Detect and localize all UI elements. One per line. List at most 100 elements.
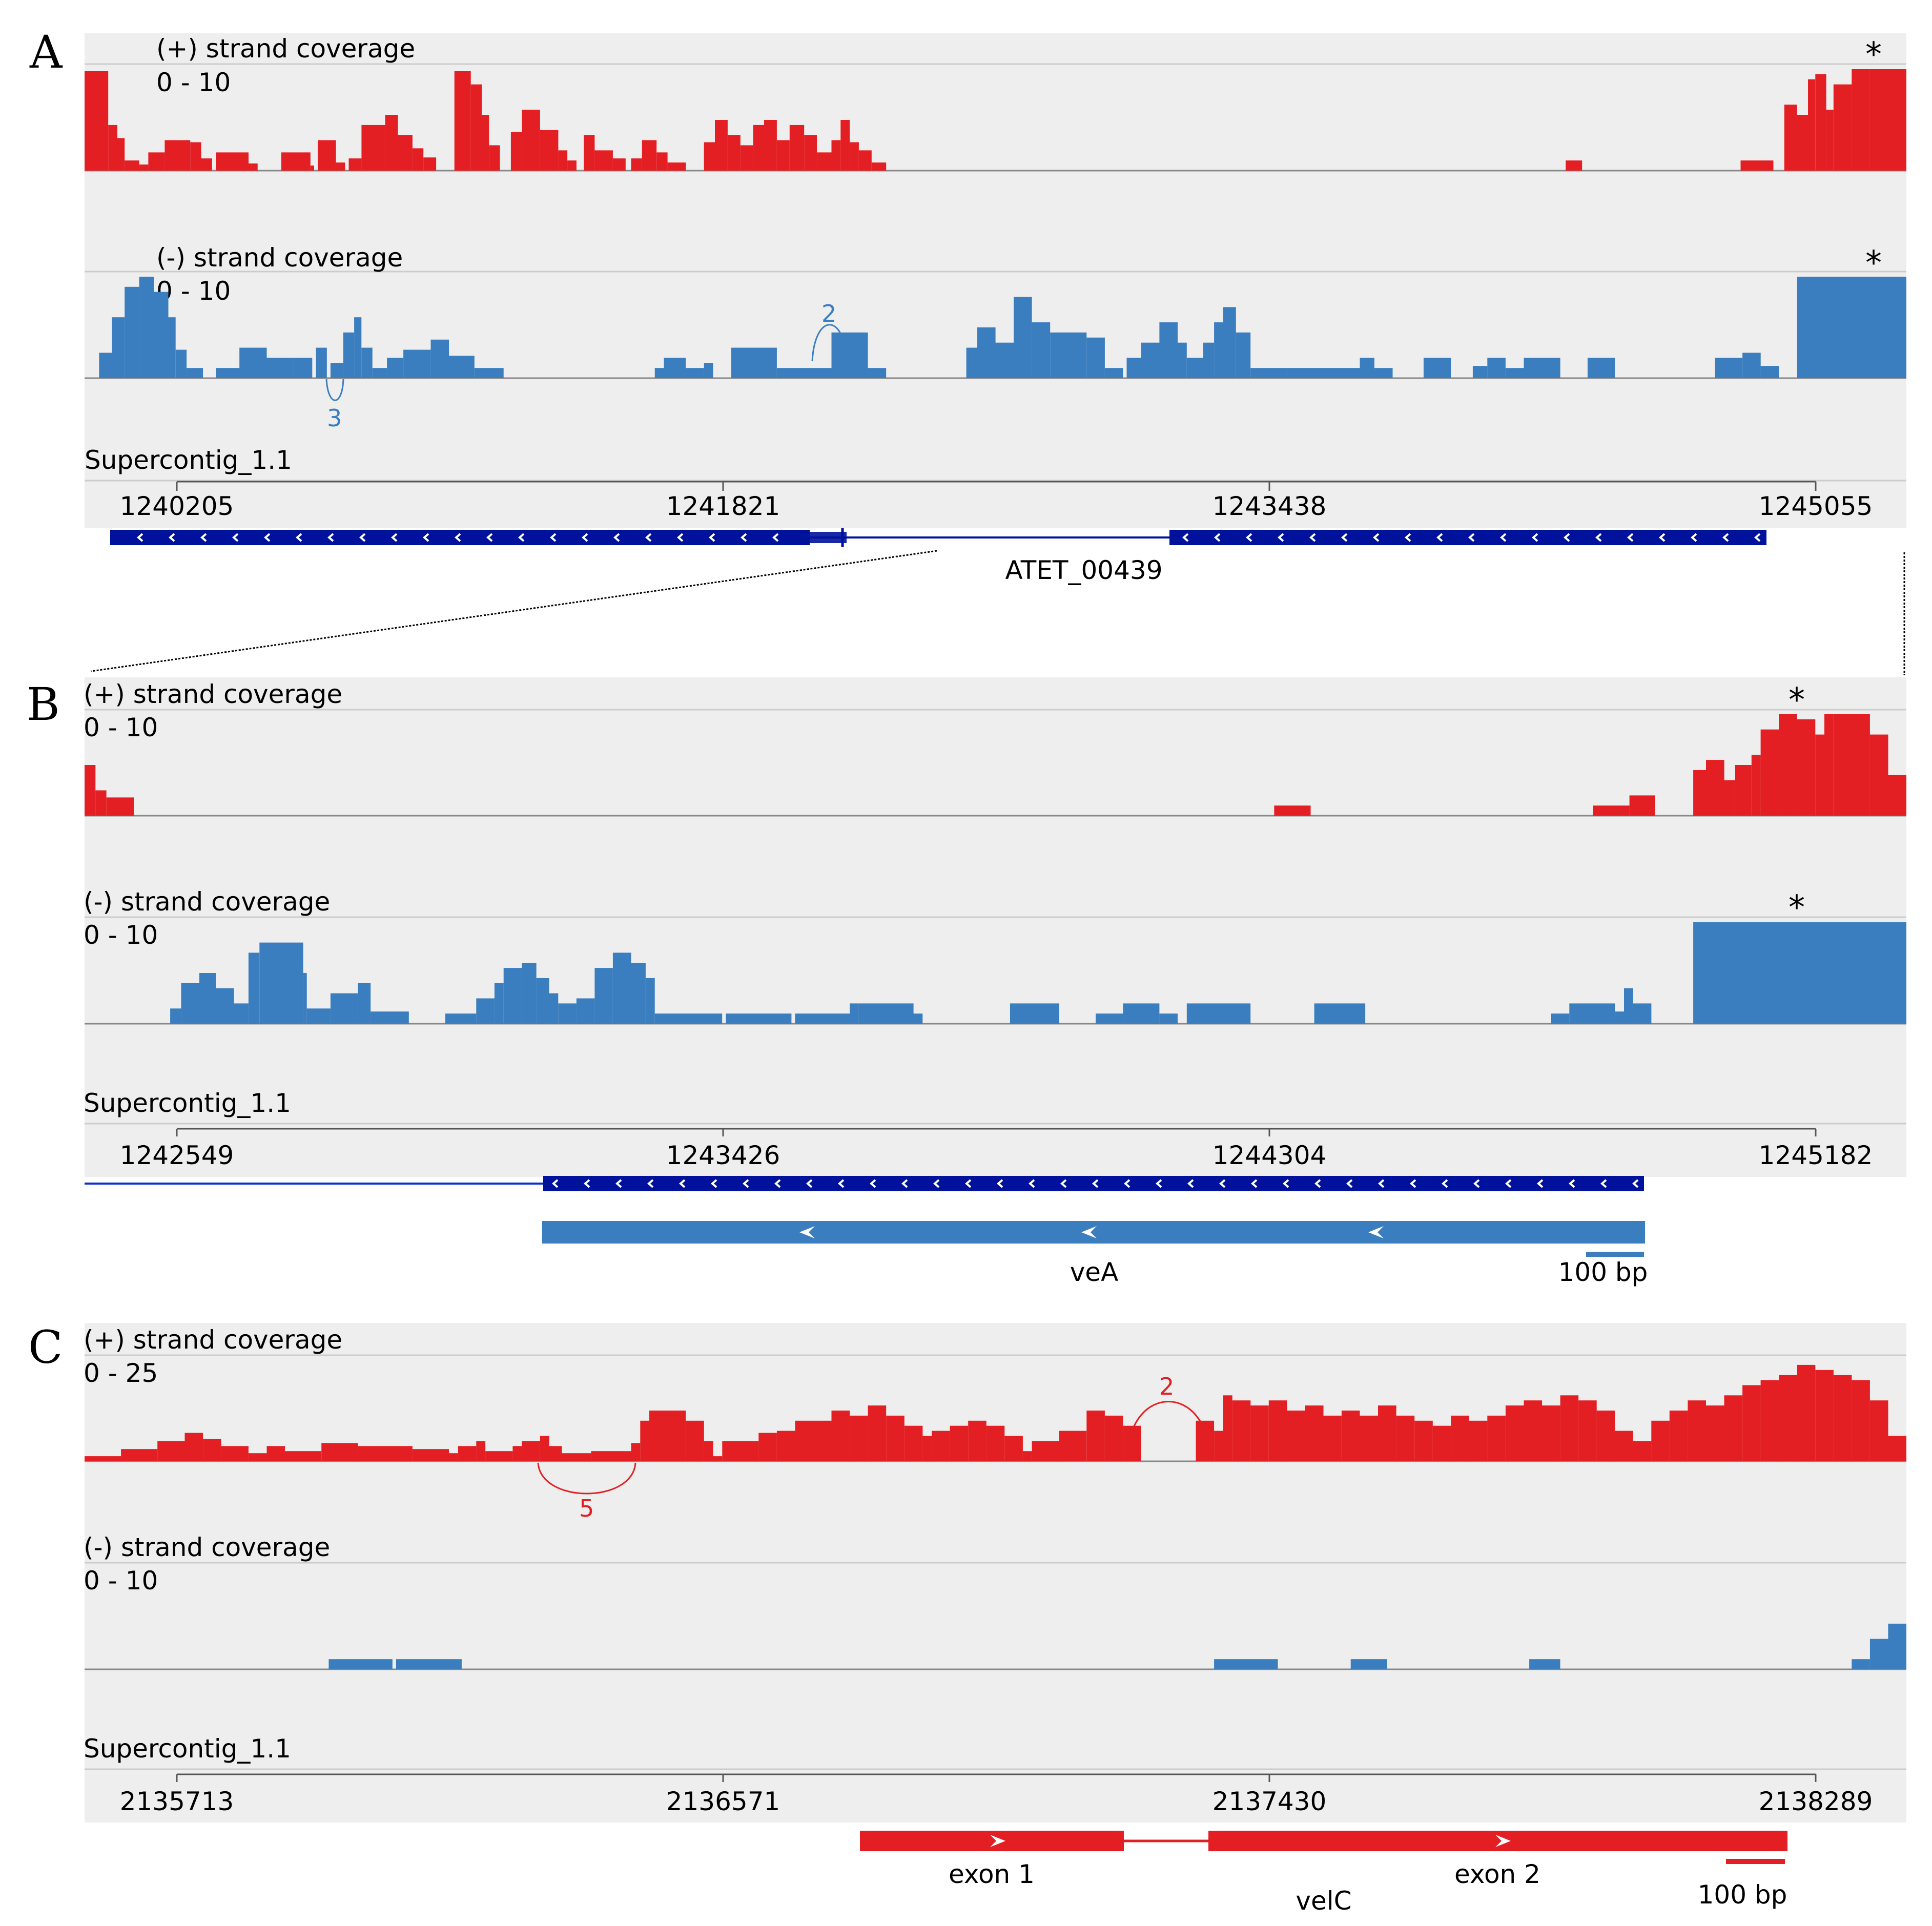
panel-a-plus-bar	[858, 150, 872, 171]
panel-b-minus-bar	[1569, 1003, 1615, 1024]
panel-a-exon-2-chevron	[1754, 533, 1761, 542]
panel-a-exon-1-chevron	[613, 533, 620, 542]
panel-c-plus-bar	[285, 1451, 322, 1461]
panel-a-exon-1-chevron	[390, 533, 398, 542]
panel-c-junction-label-5: 5	[579, 1495, 594, 1522]
panel-a-minus-bar	[977, 327, 996, 378]
panel-c-plus-bar	[1196, 1420, 1215, 1461]
panel-c-plus-bar	[1760, 1380, 1779, 1461]
panel-c-plus-bar	[221, 1446, 249, 1461]
panel-b-minus-bar	[612, 952, 631, 1024]
panel-c-plus-bar	[1287, 1411, 1305, 1461]
panel-b-scalebar-label: 100 bp	[1558, 1257, 1648, 1287]
panel-b-exon-chevron	[869, 1179, 876, 1188]
panel-b-minus-bar	[248, 952, 260, 1024]
panel-a-plus-bar	[1740, 160, 1774, 171]
panel-a-plus-bar	[510, 132, 522, 171]
panel-c-plus-bar	[1797, 1364, 1816, 1461]
panel-b-exon-chevron	[1536, 1179, 1544, 1188]
panel-b-minus-bar	[216, 988, 234, 1024]
panel-a-exon-2-chevron	[1468, 533, 1475, 542]
panel-a-minus-bar	[330, 363, 343, 378]
panel-a-minus-star: *	[1865, 244, 1882, 282]
panel-c-exon-1-label: exon 1	[949, 1859, 1035, 1889]
panel-a-plus-bar	[85, 71, 109, 171]
panel-b-exon-chevron	[1600, 1179, 1607, 1188]
panel-c-plus-bar	[1852, 1380, 1870, 1461]
panel-a-plus-bar	[1833, 84, 1852, 171]
panel-a-minus-bar	[112, 317, 125, 378]
panel-a-plus-bar	[850, 142, 859, 171]
panel-c-plus-coverage	[85, 1364, 1906, 1461]
panel-c-tick-label-4: 2138289	[1759, 1787, 1873, 1816]
panel-a-plus-bar	[148, 152, 165, 171]
panel-c-plus-bar	[1360, 1415, 1379, 1461]
panel-a-minus-bar	[1760, 366, 1779, 378]
panel-b-minus-bar	[536, 978, 549, 1024]
panel-b-minus-bar	[1615, 1011, 1624, 1024]
panel-c-plus-bar	[1633, 1441, 1652, 1461]
panel-b-minus-bar	[1693, 922, 1906, 1024]
panel-c-plus-bar	[1669, 1411, 1688, 1461]
panel-a-exon-2-chevron	[1245, 533, 1252, 542]
panel-b-exon-chevron	[837, 1179, 845, 1188]
panel-a-minus-bar	[868, 368, 887, 378]
panel-a-plus-bar	[740, 145, 753, 171]
panel-a-minus-bar	[266, 358, 294, 378]
panel-a-plus-bar	[789, 125, 805, 171]
panel-a-exon-1-chevron	[772, 533, 779, 542]
panel-b-minus-bar	[358, 983, 371, 1024]
panel-c-plus-bar	[758, 1433, 777, 1461]
panel-a-plus-bar	[817, 152, 832, 171]
panel-c-plus-bar	[649, 1411, 686, 1461]
panel-c-plus-bar	[1888, 1436, 1906, 1461]
panel-c-minus-bar	[1852, 1659, 1870, 1669]
panel-b-exon-chevron	[1632, 1179, 1639, 1188]
panel-a-minus-bar	[387, 358, 404, 378]
panel-a-plus-bar	[1797, 115, 1808, 171]
panel-a-minus-bar	[343, 332, 355, 378]
panel-a-plus-label: (+) strand coverage	[156, 34, 415, 64]
panel-a-minus-bar	[99, 353, 112, 378]
panel-c-plus-bar	[1596, 1411, 1615, 1461]
panel-a-plus-bar	[125, 160, 139, 171]
panel-b-plus-star: *	[1789, 681, 1805, 719]
panel-b-minus-bar	[1624, 988, 1633, 1024]
panel-a-plus-bar	[1566, 160, 1582, 171]
panel-c-tick-label-1: 2135713	[120, 1787, 234, 1816]
panel-c-plus-bar	[631, 1443, 641, 1461]
panel-c-plus-bar	[1578, 1400, 1597, 1461]
panel-c-plus-bar	[248, 1453, 267, 1461]
panel-a-plus-star: *	[1865, 36, 1882, 74]
panel-c-plus-bar	[640, 1420, 650, 1461]
panel-c-plus-bar	[1651, 1420, 1670, 1461]
panel-c-scalebar-label: 100 bp	[1698, 1880, 1787, 1910]
panel-b-minus-bar	[549, 993, 559, 1024]
panel-c-plus-bar	[722, 1441, 759, 1461]
panel-b-plus-bar	[1815, 734, 1825, 816]
panel-c-plus-bar	[512, 1446, 522, 1461]
panel-b-exon-chevron	[1219, 1179, 1226, 1188]
panel-a-minus-bar	[1505, 368, 1524, 378]
panel-a-exon-1-chevron	[740, 533, 747, 542]
panel-b-plus-bar	[1593, 805, 1630, 816]
panel-c-plus-bar	[321, 1443, 358, 1461]
panel-a-plus-bar	[1869, 69, 1906, 171]
panel-a-plus-bar	[310, 165, 314, 171]
panel-b-exon-chevron	[964, 1179, 972, 1188]
panel-c-plus-bar	[1615, 1431, 1633, 1461]
panel-a-plus-bar	[1784, 105, 1797, 171]
panel-a-exon-2	[1169, 530, 1766, 545]
panel-b-plus-bar	[1760, 729, 1779, 816]
panel-c-plus-bar	[1706, 1405, 1724, 1461]
panel-c-plus-bar	[968, 1420, 986, 1461]
panel-a-minus-bar	[1203, 342, 1215, 378]
panel-b-plus-bar	[1724, 780, 1735, 816]
panel-a-exon-1-chevron	[168, 533, 175, 542]
panel-a-letter: A	[29, 26, 63, 78]
panel-b-exon-chevron	[1568, 1179, 1575, 1188]
panel-b-exon-chevron	[1028, 1179, 1035, 1188]
panel-a-exon-1-chevron	[549, 533, 557, 542]
panel-c-plus-bar	[831, 1411, 850, 1461]
panel-a-minus-bar	[1360, 358, 1374, 378]
